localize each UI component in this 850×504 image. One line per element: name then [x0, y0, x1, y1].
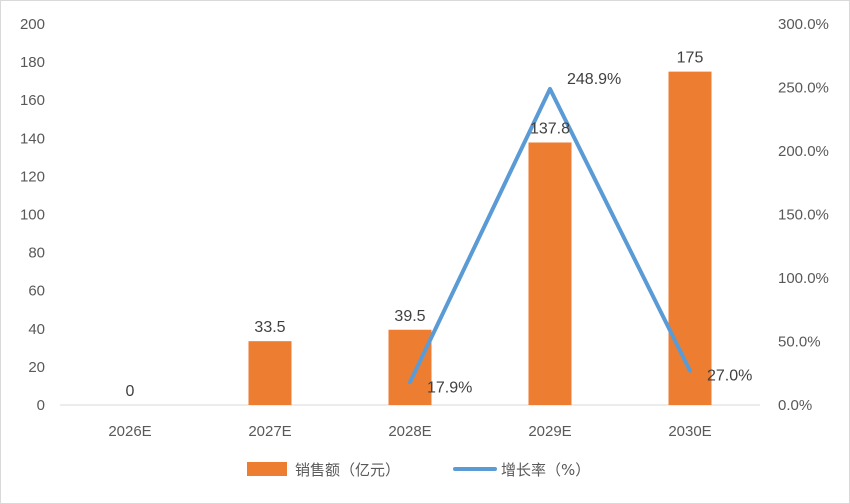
x-tick-label: 2027E	[248, 423, 291, 440]
legend-swatch-bar	[247, 462, 287, 476]
x-tick-label: 2028E	[388, 423, 431, 440]
right-tick-label: 100.0%	[778, 270, 829, 287]
bar	[388, 329, 432, 405]
right-tick-label: 250.0%	[778, 80, 829, 97]
right-tick-label: 50.0%	[778, 334, 821, 351]
bar-data-label: 33.5	[254, 319, 285, 336]
x-axis-ticks: 2026E 2027E 2028E 2029E 2030E	[108, 423, 711, 440]
bar-data-labels: 0 33.5 39.5 137.8 175	[126, 50, 704, 400]
right-tick-label: 200.0%	[778, 143, 829, 160]
bar-data-label: 39.5	[394, 308, 425, 325]
left-tick-label: 0	[37, 397, 45, 414]
left-tick-label: 60	[28, 283, 45, 300]
right-tick-label: 0.0%	[778, 397, 812, 414]
left-axis-ticks: 0 20 40 60 80 100 120 140 160 180 200	[20, 16, 45, 414]
x-tick-label: 2030E	[668, 423, 711, 440]
left-tick-label: 20	[28, 359, 45, 376]
bar	[668, 71, 712, 405]
left-tick-label: 160	[20, 92, 45, 109]
legend: 销售额（亿元） 增长率（%）	[247, 461, 590, 479]
left-tick-label: 80	[28, 245, 45, 262]
left-tick-label: 180	[20, 54, 45, 71]
left-tick-label: 120	[20, 168, 45, 185]
legend-label-sales: 销售额（亿元）	[295, 461, 400, 479]
bar-series-group	[248, 71, 712, 405]
bar	[528, 142, 572, 405]
line-data-label: 17.9%	[427, 379, 472, 396]
x-tick-label: 2026E	[108, 423, 151, 440]
right-tick-label: 150.0%	[778, 207, 829, 224]
bar-data-label: 137.8	[530, 120, 570, 137]
left-tick-label: 40	[28, 321, 45, 338]
left-tick-label: 100	[20, 207, 45, 224]
right-tick-label: 300.0%	[778, 16, 829, 33]
line-series-group	[408, 86, 692, 385]
bar-data-label: 175	[677, 50, 704, 67]
growth-line	[408, 86, 692, 385]
bar	[248, 341, 292, 405]
line-data-label: 27.0%	[707, 368, 752, 385]
legend-label-growth: 增长率（%）	[501, 461, 590, 479]
bar-data-label: 0	[126, 383, 135, 400]
right-axis-ticks: 0.0% 50.0% 100.0% 150.0% 200.0% 250.0% 300.0%	[778, 16, 829, 414]
line-data-label: 248.9%	[567, 71, 621, 88]
left-tick-label: 200	[20, 16, 45, 33]
x-tick-label: 2029E	[528, 423, 571, 440]
line-data-labels: 17.9% 248.9% 27.0%	[427, 71, 752, 396]
left-tick-label: 140	[20, 130, 45, 147]
